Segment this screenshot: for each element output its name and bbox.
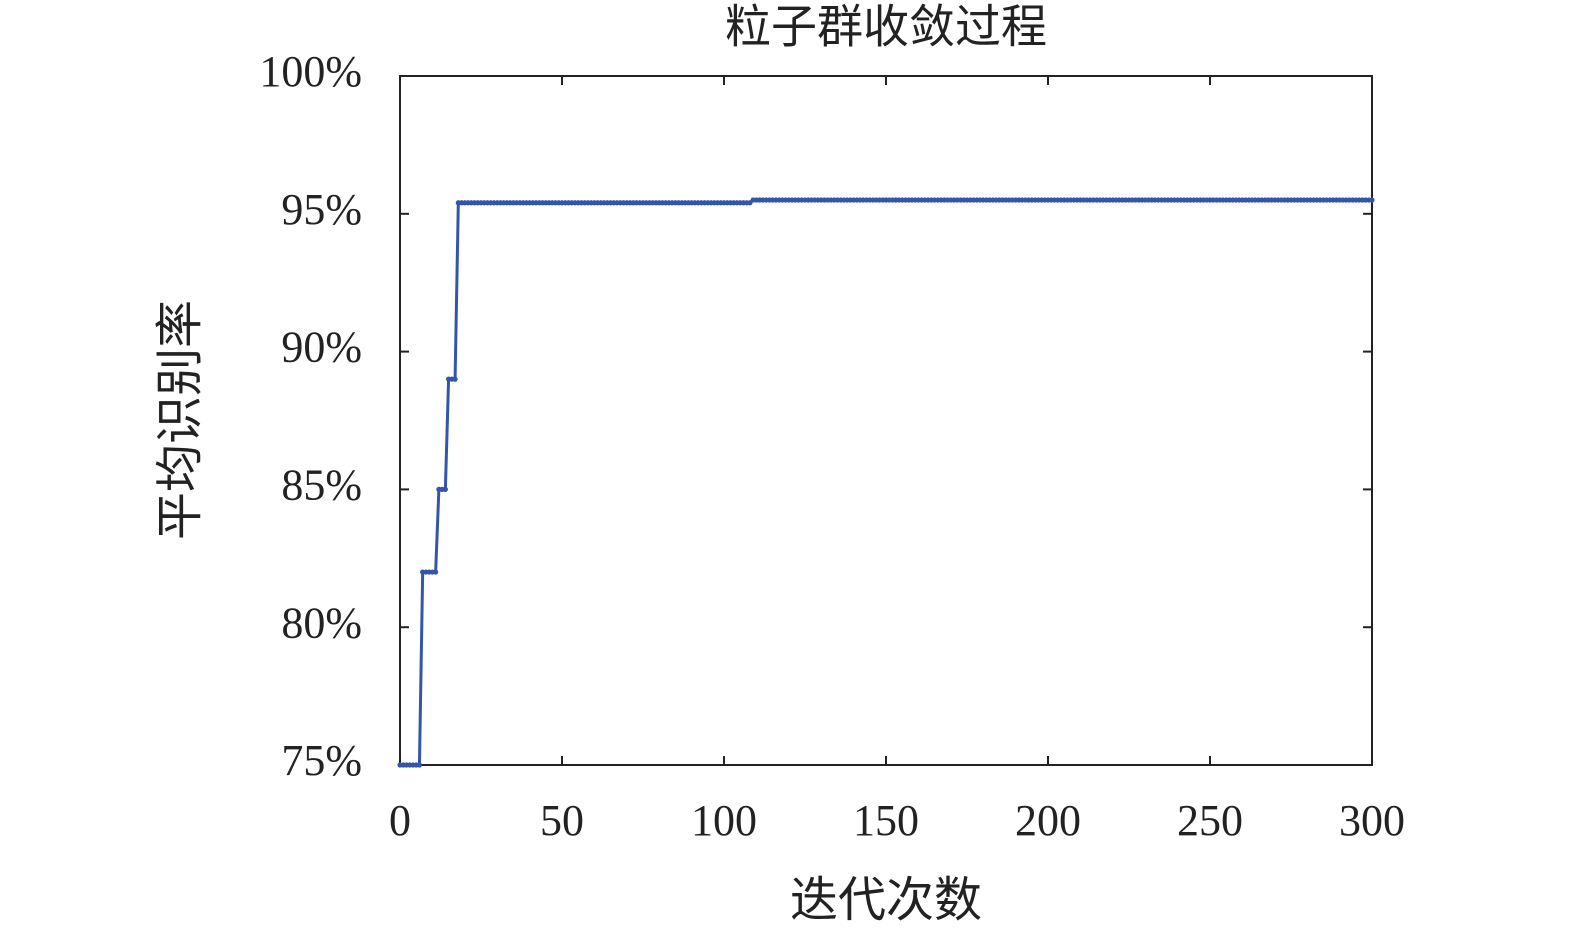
y-tick-label: 75%: [281, 736, 362, 785]
data-point: [452, 376, 458, 382]
x-tick-label: 200: [1015, 796, 1081, 845]
data-line: [400, 198, 1372, 767]
y-tick-label: 80%: [281, 598, 362, 647]
x-axis-label: 迭代次数: [790, 874, 982, 927]
x-tick-label: 100: [691, 796, 757, 845]
x-tick-label: 250: [1177, 796, 1243, 845]
x-tick-label: 300: [1339, 796, 1405, 845]
x-tick-label: 50: [540, 796, 584, 845]
data-point: [442, 486, 448, 492]
y-tick-label: 90%: [281, 323, 362, 372]
y-axis-label: 平均识别率: [154, 300, 207, 540]
data-point: [1369, 197, 1375, 203]
data-point: [416, 762, 423, 768]
plot-frame: [399, 75, 1373, 766]
y-tick-label: 85%: [281, 460, 362, 509]
y-tick-label: 100%: [259, 47, 362, 96]
data-point: [433, 569, 439, 575]
x-tick-label: 0: [389, 796, 411, 845]
x-tick-label: 150: [853, 796, 919, 845]
y-tick-label: 95%: [281, 185, 362, 234]
chart-title: 粒子群收敛过程: [725, 2, 1047, 53]
